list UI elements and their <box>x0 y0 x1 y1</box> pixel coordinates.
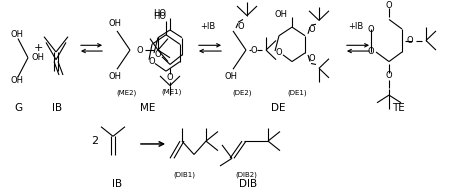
Text: OH: OH <box>109 72 121 81</box>
Text: O: O <box>309 54 315 63</box>
Text: OH: OH <box>109 19 121 28</box>
Text: O: O <box>167 73 173 82</box>
Text: DE: DE <box>271 103 285 113</box>
Text: O: O <box>237 22 244 31</box>
Text: HO: HO <box>153 12 166 21</box>
Text: O: O <box>386 1 392 10</box>
Text: OH: OH <box>32 53 45 62</box>
Text: O: O <box>367 47 374 57</box>
Text: OH: OH <box>10 76 23 85</box>
Text: O: O <box>367 25 374 33</box>
Text: O: O <box>276 48 283 57</box>
Text: (ME1): (ME1) <box>162 88 182 94</box>
Text: OH: OH <box>275 10 288 19</box>
Text: (ME2): (ME2) <box>117 90 137 96</box>
Text: +: + <box>33 43 43 53</box>
Text: OH: OH <box>10 30 23 39</box>
Text: DIB: DIB <box>239 179 257 189</box>
Text: O: O <box>137 46 143 55</box>
Text: 2: 2 <box>91 136 99 146</box>
Text: (DIB1): (DIB1) <box>173 171 195 178</box>
Text: O: O <box>149 57 155 66</box>
Text: TE: TE <box>392 103 404 113</box>
Text: O: O <box>251 46 257 55</box>
Text: (DIB2): (DIB2) <box>235 171 257 178</box>
Text: ME: ME <box>140 103 155 113</box>
Text: (DE1): (DE1) <box>287 90 307 96</box>
Text: IB: IB <box>52 103 62 113</box>
Text: O: O <box>309 26 315 34</box>
Text: HO: HO <box>154 9 166 18</box>
Text: O: O <box>386 71 392 81</box>
Text: +IB: +IB <box>348 22 364 31</box>
Text: G: G <box>14 103 22 113</box>
Text: OH: OH <box>225 72 237 81</box>
Text: IB: IB <box>112 179 122 189</box>
Text: O: O <box>155 50 161 59</box>
Text: O: O <box>407 36 414 45</box>
Text: +IB: +IB <box>201 22 216 31</box>
Text: (DE2): (DE2) <box>232 90 252 96</box>
